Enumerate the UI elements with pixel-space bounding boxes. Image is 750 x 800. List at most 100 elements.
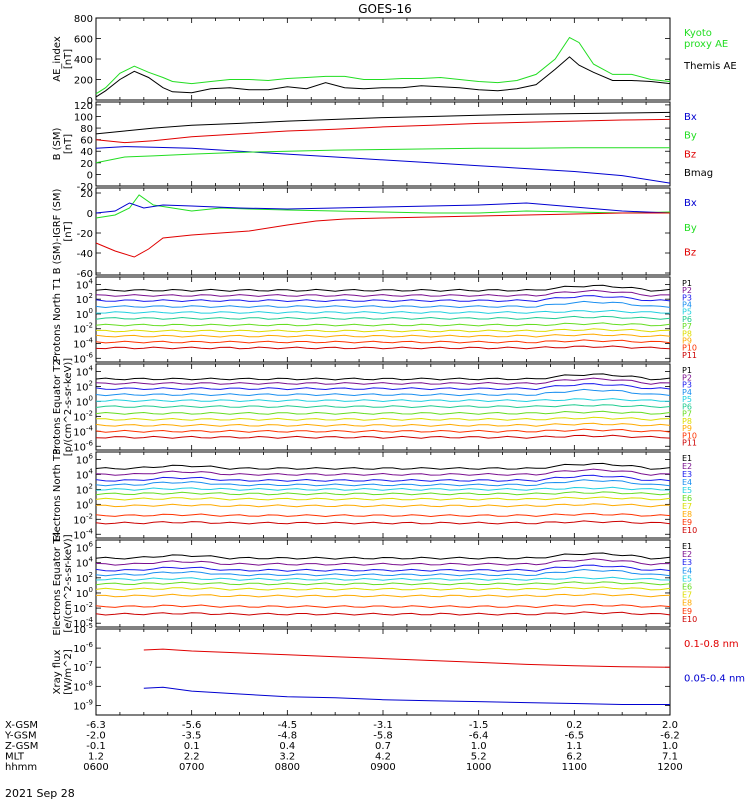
y-tick-label: 102 [76,292,93,306]
y-tick-label: 0 [87,170,93,181]
y-axis-label: Electrons North T3 [52,448,63,541]
legend-entry: Bz [684,248,696,259]
y-axis-label: Xray flux [52,650,63,695]
y-tick-label: -60 [77,269,93,280]
y-tick-label: 100 [76,307,93,321]
y-tick-label: 100 [74,112,93,123]
legend-entry: E6 [682,583,692,592]
y-axis-label: Protons North T1 [52,277,63,361]
y-axis-label-units: [nT] [63,49,74,69]
ephem-cell: -2.0 [86,731,106,742]
y-axis-label: B (SM)-IGRF (SM) [52,189,63,275]
panel-frame [95,101,671,187]
legend-entry: E5 [682,574,692,583]
series-line [95,309,671,314]
legend-entry: 0.05-0.4 nm [684,673,745,684]
legend-entry: By [684,131,697,142]
ephem-cell: -6.2 [660,731,680,742]
y-tick-label: 10-4 [73,337,93,351]
legend-entry: P6 [682,315,692,324]
y-axis-label: Electrons Equator T4 [52,531,63,635]
y-tick-label: 102 [76,379,93,393]
ephem-cell: -1.5 [469,720,489,731]
y-tick-label: 100 [76,586,93,600]
legend-entry: P11 [682,439,697,448]
y-tick-label: 20 [80,189,93,200]
y-tick-label: 40 [80,147,93,158]
ephem-cell: 0.2 [566,720,582,731]
ephem-cell: 1000 [466,762,491,773]
legend-entry: E7 [682,502,692,511]
series-line [95,611,671,616]
legend-entry: proxy AE [684,39,728,50]
ephem-cell: 0.1 [184,741,200,752]
legend-entry: P7 [682,322,692,331]
series-line [95,581,671,586]
legend-entry: 0.1-0.8 nm [684,639,739,650]
ephem-cell: -4.8 [278,731,298,742]
legend-entry: P4 [682,301,692,310]
series-line [95,111,671,135]
y-tick-label: -20 [77,229,93,240]
series-line [95,603,671,609]
y-tick-label: 10-7 [73,660,93,674]
y-axis-label-units: [W/m^2] [63,649,74,695]
ephem-cell: -3.5 [182,731,202,742]
date-label: 2021 Sep 28 [5,787,75,800]
plot-title: GOES-16 [358,2,412,16]
legend-entry: P3 [682,381,692,390]
legend-entry: P6 [682,402,692,411]
y-tick-label: 10-5 [73,622,93,636]
y-tick-label: 0 [87,209,93,220]
series-line [95,56,671,98]
series-line [95,398,671,403]
y-tick-label: 600 [74,35,93,46]
ephem-cell: -5.8 [373,731,393,742]
series-line [95,118,671,144]
ephem-cell: 0800 [275,762,300,773]
ephem-cell: 5.2 [471,752,487,763]
series-line [95,333,671,338]
y-tick-label: 20 [80,159,93,170]
series-line [95,486,671,491]
series-line [95,300,671,309]
series-line [95,404,671,409]
y-tick-label: 10-2 [73,322,93,336]
ephem-row-label: Z-GSM [5,741,38,752]
series-line [95,194,671,219]
ephem-cell: 2.0 [662,720,678,731]
ephem-cell: 0700 [179,762,204,773]
legend-entry: P4 [682,388,692,397]
y-tick-label: 100 [76,497,93,511]
y-tick-label: 120 [74,101,93,112]
y-axis-label-units: [e/(cm^2-s-sr-keV)] [63,534,74,632]
legend-entry: E3 [682,470,692,479]
series-line [95,552,671,560]
ephem-cell: 1.2 [88,752,104,763]
series-line [95,558,670,566]
series-line [95,512,671,518]
series-line [96,328,671,333]
y-tick-label: 10-4 [73,616,93,630]
series-line [95,322,671,327]
y-tick-label: 106 [76,452,94,466]
legend-entry: E4 [682,566,692,575]
y-tick-label: 10-4 [73,527,93,541]
series-line [95,377,671,385]
series-line [95,479,671,487]
legend-entry: P9 [682,336,692,345]
y-tick-label: 10-2 [73,409,93,423]
series-line [95,576,671,581]
ephem-cell: 1.0 [662,741,678,752]
legend-entry: E8 [682,599,692,608]
series-line [95,315,671,320]
ephem-cell: 1100 [562,762,587,773]
y-tick-label: 104 [76,277,94,291]
series-line [95,383,671,391]
y-tick-label: 10-2 [73,512,93,526]
series-line [95,503,671,508]
series-line [96,593,671,598]
y-axis-label: Protons Equator T2 [52,359,63,455]
